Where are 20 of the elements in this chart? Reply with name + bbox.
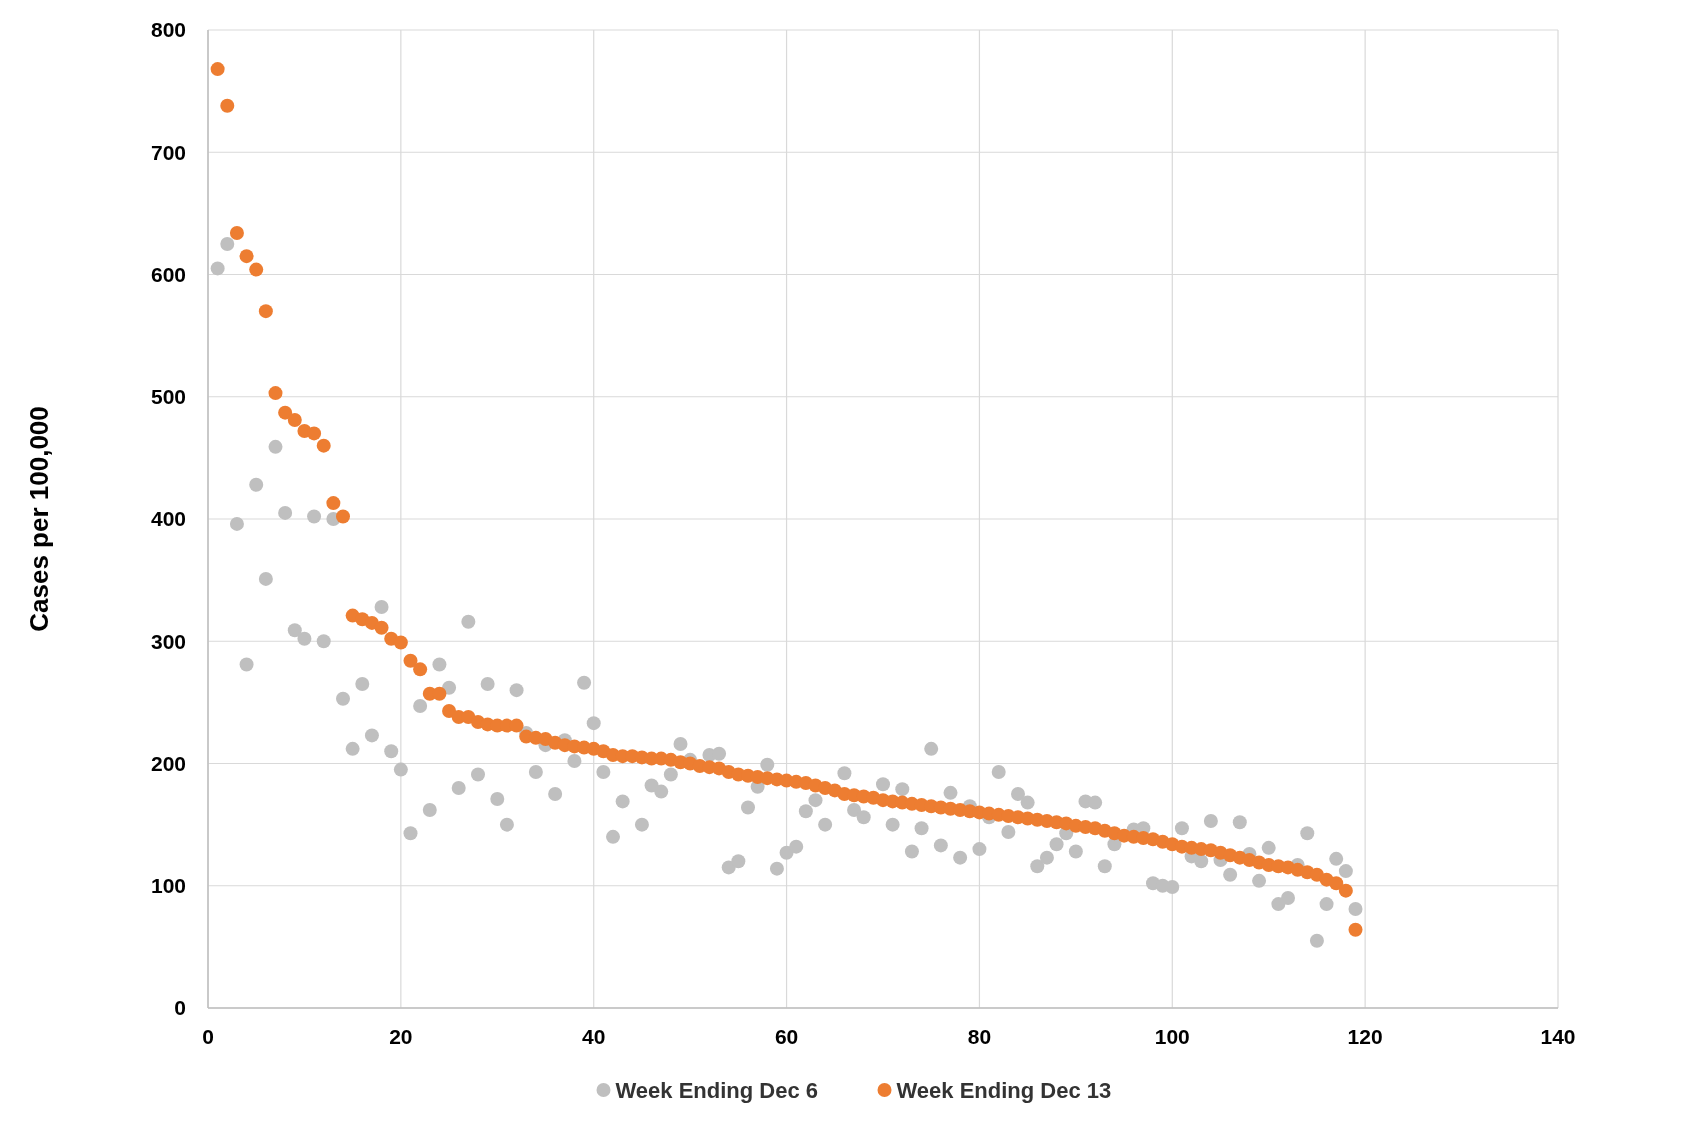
y-tick-label: 300 <box>150 629 186 653</box>
x-tick-label: 60 <box>774 1025 799 1048</box>
y-tick-label: 200 <box>150 751 186 775</box>
x-tick-label: 120 <box>1347 1025 1383 1048</box>
y-tick-label: 100 <box>150 874 186 898</box>
y-tick-label: 400 <box>150 507 186 531</box>
legend-label: Week Ending Dec 6 <box>615 1077 819 1103</box>
y-tick-label: 500 <box>150 385 186 409</box>
y-tick-label: 700 <box>150 140 186 164</box>
x-tick-label: 20 <box>389 1025 413 1048</box>
y-axis-title: Cases per 100,000 <box>24 406 54 632</box>
x-tick-label: 0 <box>202 1025 214 1048</box>
y-tick-label: 0 <box>174 996 186 1020</box>
x-tick-label: 40 <box>582 1025 606 1048</box>
x-tick-label: 140 <box>1540 1025 1576 1048</box>
y-tick-label: 800 <box>150 18 186 42</box>
x-tick-label: 100 <box>1154 1025 1190 1048</box>
legend-label: Week Ending Dec 13 <box>896 1077 1112 1103</box>
y-tick-label: 600 <box>150 262 186 286</box>
x-tick-label: 80 <box>967 1025 992 1048</box>
